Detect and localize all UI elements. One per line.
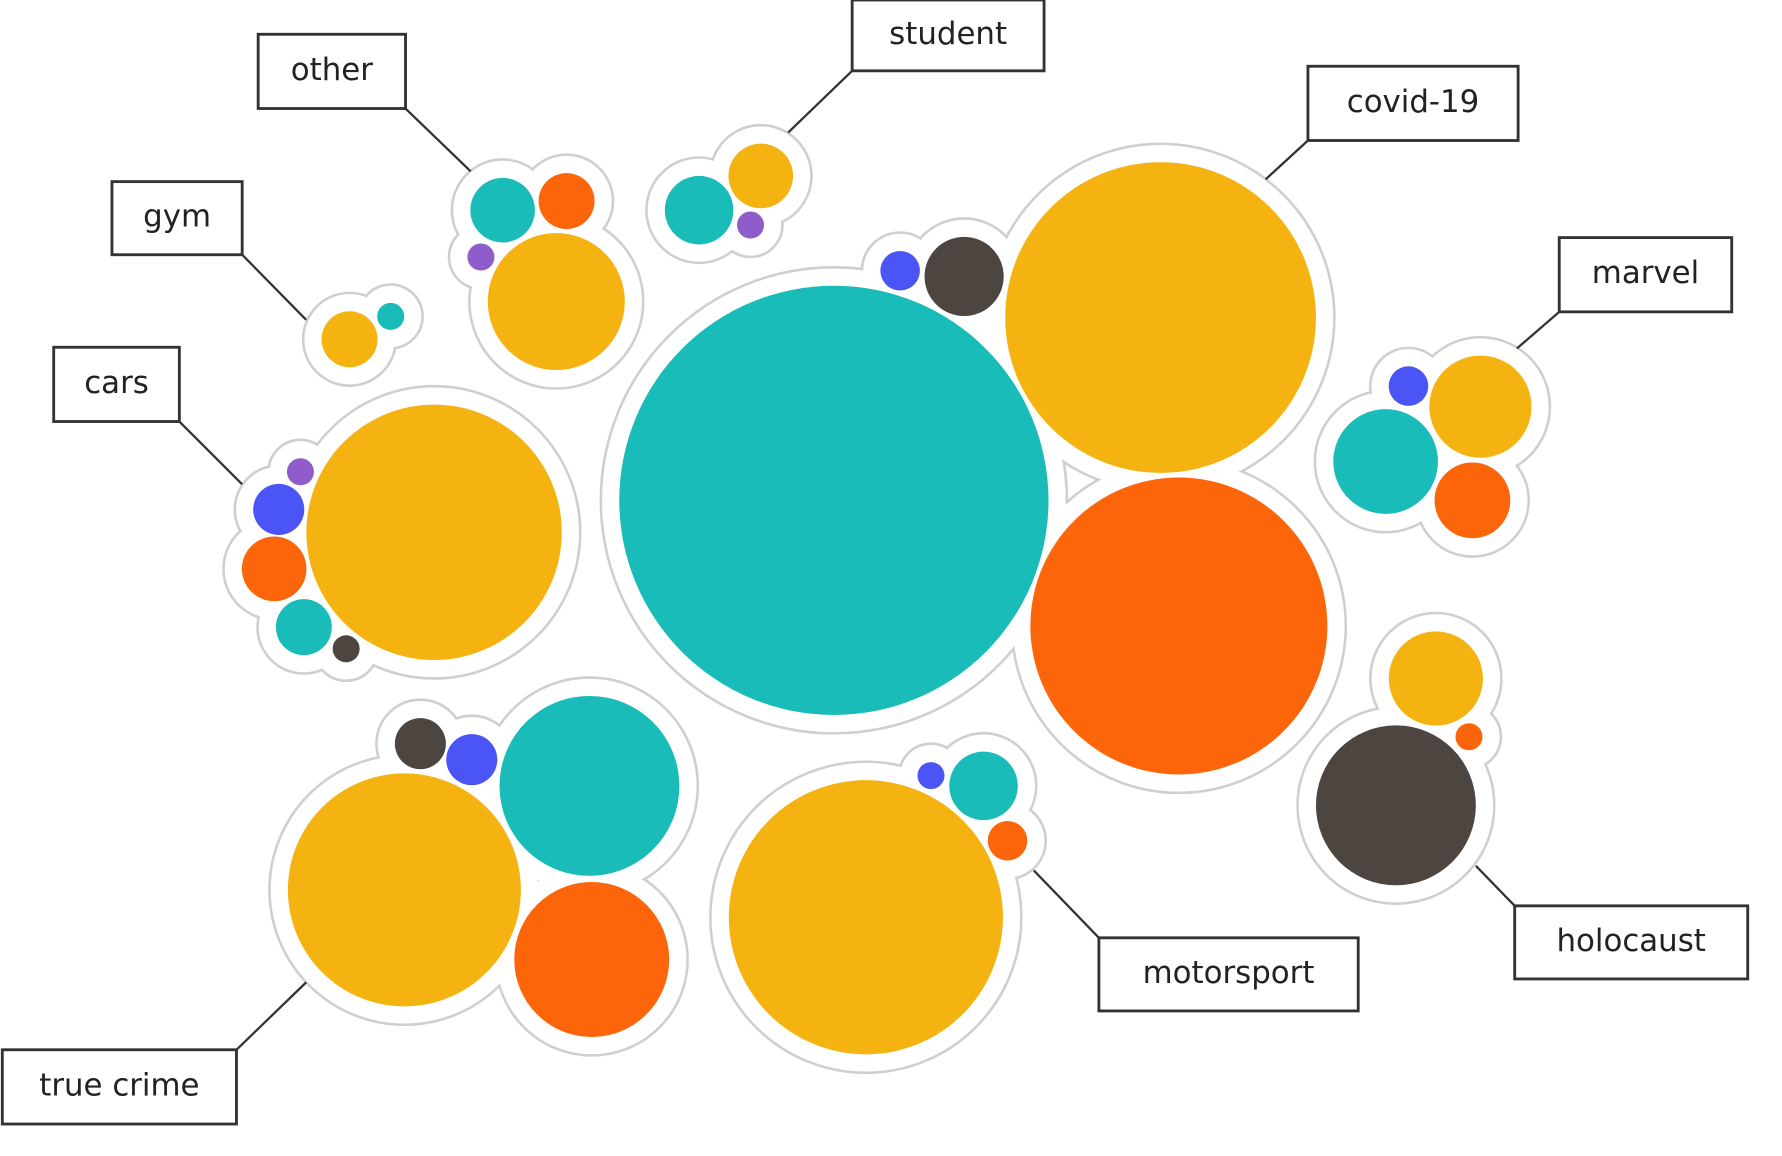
bubble bbox=[253, 483, 305, 536]
bubble bbox=[487, 233, 625, 371]
leader-line bbox=[404, 107, 472, 173]
bubble bbox=[286, 458, 314, 486]
bubble bbox=[1388, 631, 1483, 726]
group-label: student bbox=[889, 16, 1007, 52]
group-label: cars bbox=[84, 365, 149, 401]
bubble bbox=[467, 243, 495, 271]
bubble bbox=[736, 211, 765, 239]
label-layer: covid-19 other student gym cars marvel holocau… bbox=[0, 0, 1750, 1126]
bubble bbox=[664, 175, 734, 245]
bubble bbox=[1333, 409, 1438, 514]
bubble bbox=[287, 773, 521, 1007]
bubble bbox=[241, 536, 307, 602]
leader-line bbox=[1032, 869, 1100, 939]
leader-line bbox=[235, 981, 307, 1051]
bubble bbox=[332, 635, 360, 663]
group-label: gym bbox=[143, 199, 211, 235]
leader-line bbox=[1516, 310, 1560, 350]
bubble bbox=[987, 820, 1028, 861]
bubble bbox=[949, 751, 1018, 821]
bubble-layer bbox=[241, 143, 1532, 1055]
leader-line bbox=[1475, 865, 1516, 907]
bubble bbox=[1030, 477, 1328, 775]
bubble bbox=[728, 780, 1003, 1055]
group-label: covid-19 bbox=[1347, 84, 1480, 120]
bubble bbox=[924, 236, 1004, 317]
leader-line bbox=[178, 420, 243, 486]
label-box bbox=[1557, 236, 1734, 314]
bubble bbox=[1005, 162, 1316, 473]
bubble bbox=[917, 762, 945, 790]
bubble bbox=[1388, 366, 1429, 406]
label-box bbox=[850, 0, 1046, 73]
group-label: true crime bbox=[39, 1067, 199, 1103]
bubble bbox=[470, 177, 535, 243]
leader-line bbox=[1264, 139, 1309, 181]
label-box bbox=[110, 180, 244, 257]
label-box bbox=[0, 1048, 238, 1126]
bubble bbox=[1455, 723, 1483, 751]
bubble bbox=[275, 599, 332, 656]
leader-line bbox=[787, 69, 853, 134]
bubble bbox=[514, 882, 670, 1037]
label-box bbox=[1097, 936, 1360, 1013]
bubble bbox=[1315, 725, 1476, 886]
label-box bbox=[256, 32, 407, 110]
bubble bbox=[321, 311, 378, 368]
group-label: other bbox=[291, 52, 373, 88]
bubble bbox=[499, 695, 680, 876]
bubble bbox=[394, 718, 446, 770]
group-label: holocaust bbox=[1557, 923, 1706, 959]
bubble bbox=[1429, 355, 1532, 458]
label-box bbox=[52, 345, 181, 423]
bubble bbox=[446, 734, 498, 786]
group-label: marvel bbox=[1592, 255, 1699, 291]
bubble bbox=[1434, 462, 1511, 539]
bubble bbox=[377, 302, 405, 330]
group-label: motorsport bbox=[1143, 955, 1315, 991]
bubble bbox=[619, 285, 1049, 715]
leader-line bbox=[241, 253, 307, 321]
group-outline bbox=[709, 760, 1023, 1075]
bubble bbox=[538, 173, 595, 230]
bubble bbox=[880, 250, 920, 291]
group-outline bbox=[599, 266, 1069, 735]
label-box bbox=[1306, 64, 1520, 142]
bubble bbox=[306, 404, 562, 661]
label-box bbox=[1513, 904, 1750, 981]
bubble bbox=[728, 143, 794, 209]
